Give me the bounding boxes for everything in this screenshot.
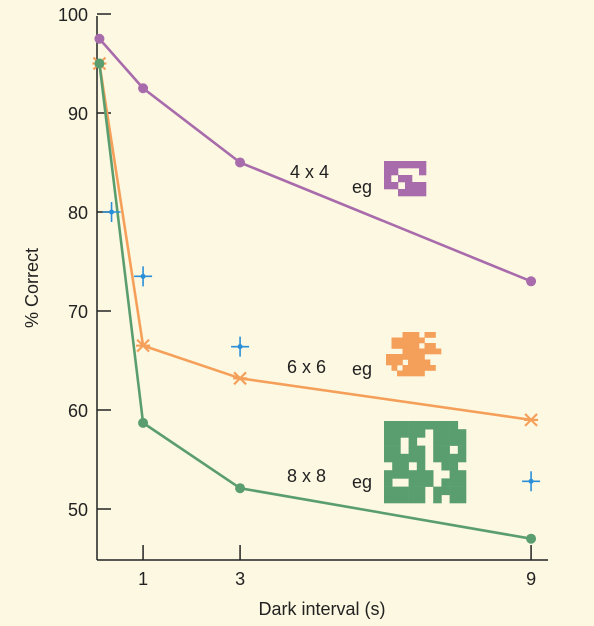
data-point [136, 338, 151, 353]
series-label: 4 x 4 [290, 162, 329, 182]
y-tick-label: 100 [58, 5, 88, 25]
data-point [526, 276, 537, 287]
eg-label: eg [352, 359, 372, 379]
y-tick-label: 70 [68, 302, 88, 322]
eg-label: eg [352, 177, 372, 197]
data-point [235, 157, 246, 168]
x-tick-label: 9 [526, 569, 536, 589]
annotations: 4 x 4 eg 6 x 6 eg 8 x 8 eg [287, 161, 467, 504]
example-pattern-icon [384, 161, 427, 197]
annotation-6x6: 6 x 6 eg [287, 332, 442, 379]
data-point [524, 413, 539, 427]
data-point [235, 483, 246, 494]
y-tick-label: 60 [68, 401, 88, 421]
x-axis-label: Dark interval (s) [258, 599, 385, 619]
y-tick-label: 80 [68, 203, 88, 223]
data-point [134, 266, 153, 287]
extra-points [102, 202, 541, 492]
data-point [522, 471, 541, 492]
annotation-8x8: 8 x 8 eg [287, 421, 467, 504]
x-tick-label: 1 [138, 569, 148, 589]
data-point [138, 417, 149, 428]
example-pattern-icon [386, 332, 442, 377]
series-label: 6 x 6 [287, 357, 326, 377]
data-point [231, 336, 250, 357]
series-line [98, 63, 532, 540]
example-pattern-icon [384, 421, 467, 504]
series-4x4 [94, 33, 537, 287]
series-line [98, 37, 532, 283]
series-8x8 [94, 58, 537, 544]
data-point [94, 33, 105, 44]
data-point [526, 533, 537, 544]
axes [96, 16, 548, 561]
y-tick-label: 90 [68, 104, 88, 124]
annotation-4x4: 4 x 4 eg [290, 161, 427, 197]
data-point [94, 58, 105, 69]
x-ticks: 1 3 9 [138, 545, 536, 589]
data-point [102, 202, 121, 222]
x-tick-label: 3 [235, 569, 245, 589]
y-tick-label: 50 [68, 500, 88, 520]
y-axis-label: % Correct [22, 248, 42, 328]
y-ticks: 50 60 70 80 90 100 [58, 5, 111, 520]
data-point [138, 83, 149, 94]
series-label: 8 x 8 [287, 466, 326, 486]
series-line [98, 63, 532, 422]
eg-label: eg [352, 472, 372, 492]
series-layer [92, 33, 539, 544]
data-point [233, 371, 248, 386]
